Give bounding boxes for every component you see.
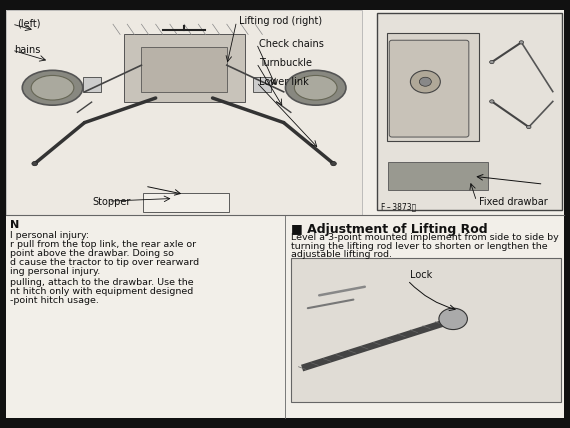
- Text: ing personal injury.: ing personal injury.: [10, 267, 100, 276]
- FancyBboxPatch shape: [388, 163, 488, 190]
- Text: Check chains: Check chains: [259, 39, 324, 49]
- FancyBboxPatch shape: [143, 193, 229, 212]
- FancyBboxPatch shape: [389, 40, 469, 137]
- Text: adjustable lifting rod.: adjustable lifting rod.: [291, 250, 392, 259]
- Text: point above the drawbar. Doing so: point above the drawbar. Doing so: [10, 249, 174, 258]
- FancyBboxPatch shape: [291, 258, 561, 402]
- Text: Turnbuckle: Turnbuckle: [259, 58, 312, 68]
- Circle shape: [519, 41, 524, 44]
- FancyBboxPatch shape: [6, 10, 564, 418]
- Text: r pull from the top link, the rear axle or: r pull from the top link, the rear axle …: [10, 240, 197, 249]
- Circle shape: [490, 60, 494, 64]
- Text: ■ Adjustment of Lifting Rod: ■ Adjustment of Lifting Rod: [291, 223, 487, 235]
- Text: Level a 3-point mounted implement from side to side by: Level a 3-point mounted implement from s…: [291, 233, 559, 242]
- FancyBboxPatch shape: [124, 34, 245, 102]
- Text: Stopper: Stopper: [92, 197, 131, 207]
- Circle shape: [32, 161, 38, 166]
- FancyBboxPatch shape: [6, 10, 362, 215]
- FancyBboxPatch shape: [254, 77, 271, 92]
- Text: Lifting rod (right): Lifting rod (right): [239, 16, 323, 27]
- Text: l personal injury:: l personal injury:: [10, 231, 89, 240]
- FancyBboxPatch shape: [377, 13, 562, 210]
- FancyBboxPatch shape: [83, 77, 100, 92]
- Text: hains: hains: [14, 45, 40, 55]
- Circle shape: [420, 77, 431, 86]
- Text: -point hitch usage.: -point hitch usage.: [10, 296, 99, 305]
- Text: turning the lifting rod lever to shorten or lengthen the: turning the lifting rod lever to shorten…: [291, 242, 547, 251]
- Circle shape: [490, 100, 494, 103]
- Text: Lower link: Lower link: [259, 77, 309, 87]
- Text: d cause the tractor to tip over rearward: d cause the tractor to tip over rearward: [10, 258, 199, 267]
- Text: Fixed drawbar: Fixed drawbar: [479, 197, 548, 207]
- Ellipse shape: [294, 75, 337, 100]
- Circle shape: [410, 71, 440, 93]
- Text: F – 3873改: F – 3873改: [381, 202, 416, 212]
- Ellipse shape: [286, 70, 346, 105]
- Circle shape: [527, 125, 531, 129]
- Circle shape: [439, 308, 467, 330]
- Text: nt hitch only with equipment designed: nt hitch only with equipment designed: [10, 287, 193, 296]
- Text: Lock: Lock: [410, 270, 433, 279]
- Circle shape: [331, 161, 336, 166]
- FancyBboxPatch shape: [141, 47, 227, 92]
- Ellipse shape: [31, 75, 74, 100]
- Ellipse shape: [22, 70, 83, 105]
- Text: pulling, attach to the drawbar. Use the: pulling, attach to the drawbar. Use the: [10, 278, 194, 287]
- Text: N: N: [10, 220, 19, 230]
- Text: (left): (left): [17, 19, 40, 29]
- FancyBboxPatch shape: [386, 33, 479, 141]
